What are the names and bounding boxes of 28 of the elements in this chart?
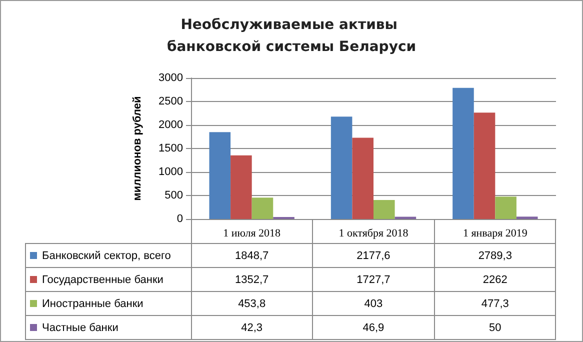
- data-label: 50: [434, 316, 556, 340]
- y-tick-label: 3000: [158, 72, 183, 84]
- x-tick-label: 1 января 2019: [462, 228, 528, 240]
- legend-label: Частные банки: [26, 316, 191, 340]
- data-label: 477,3: [434, 292, 556, 316]
- y-tick-label: 1000: [158, 166, 183, 178]
- legend-label: Государственные банки: [26, 268, 191, 292]
- y-tick-label: 2000: [158, 119, 183, 131]
- data-label: 2262: [434, 268, 556, 292]
- y-axis-title: миллионов рублей: [132, 96, 144, 201]
- y-tick-label: 2500: [158, 96, 183, 108]
- x-tick-label: 1 октября 2018: [338, 228, 409, 240]
- chart-title: Необслуживаемые активы банковской системы Беларуси: [166, 17, 416, 55]
- data-label: 1352,7: [191, 268, 313, 292]
- data-label: 2177,6: [312, 244, 434, 268]
- y-tick-label: 1500: [158, 142, 183, 154]
- legend-label: Иностранные банки: [26, 292, 191, 316]
- legend-label: Банковский сектор, всего: [26, 244, 191, 268]
- data-label: 403: [312, 292, 434, 316]
- y-tick-label: 0: [176, 213, 183, 225]
- data-label: 1727,7: [312, 268, 434, 292]
- data-label: 46,9: [312, 316, 434, 340]
- data-label: 2789,3: [434, 244, 556, 268]
- x-tick-label: 1 июля 2018: [223, 228, 282, 240]
- data-label: 42,3: [191, 316, 313, 340]
- data-label: 1848,7: [191, 244, 313, 268]
- y-tick-label: 500: [164, 190, 183, 202]
- data-label: 453,8: [191, 292, 313, 316]
